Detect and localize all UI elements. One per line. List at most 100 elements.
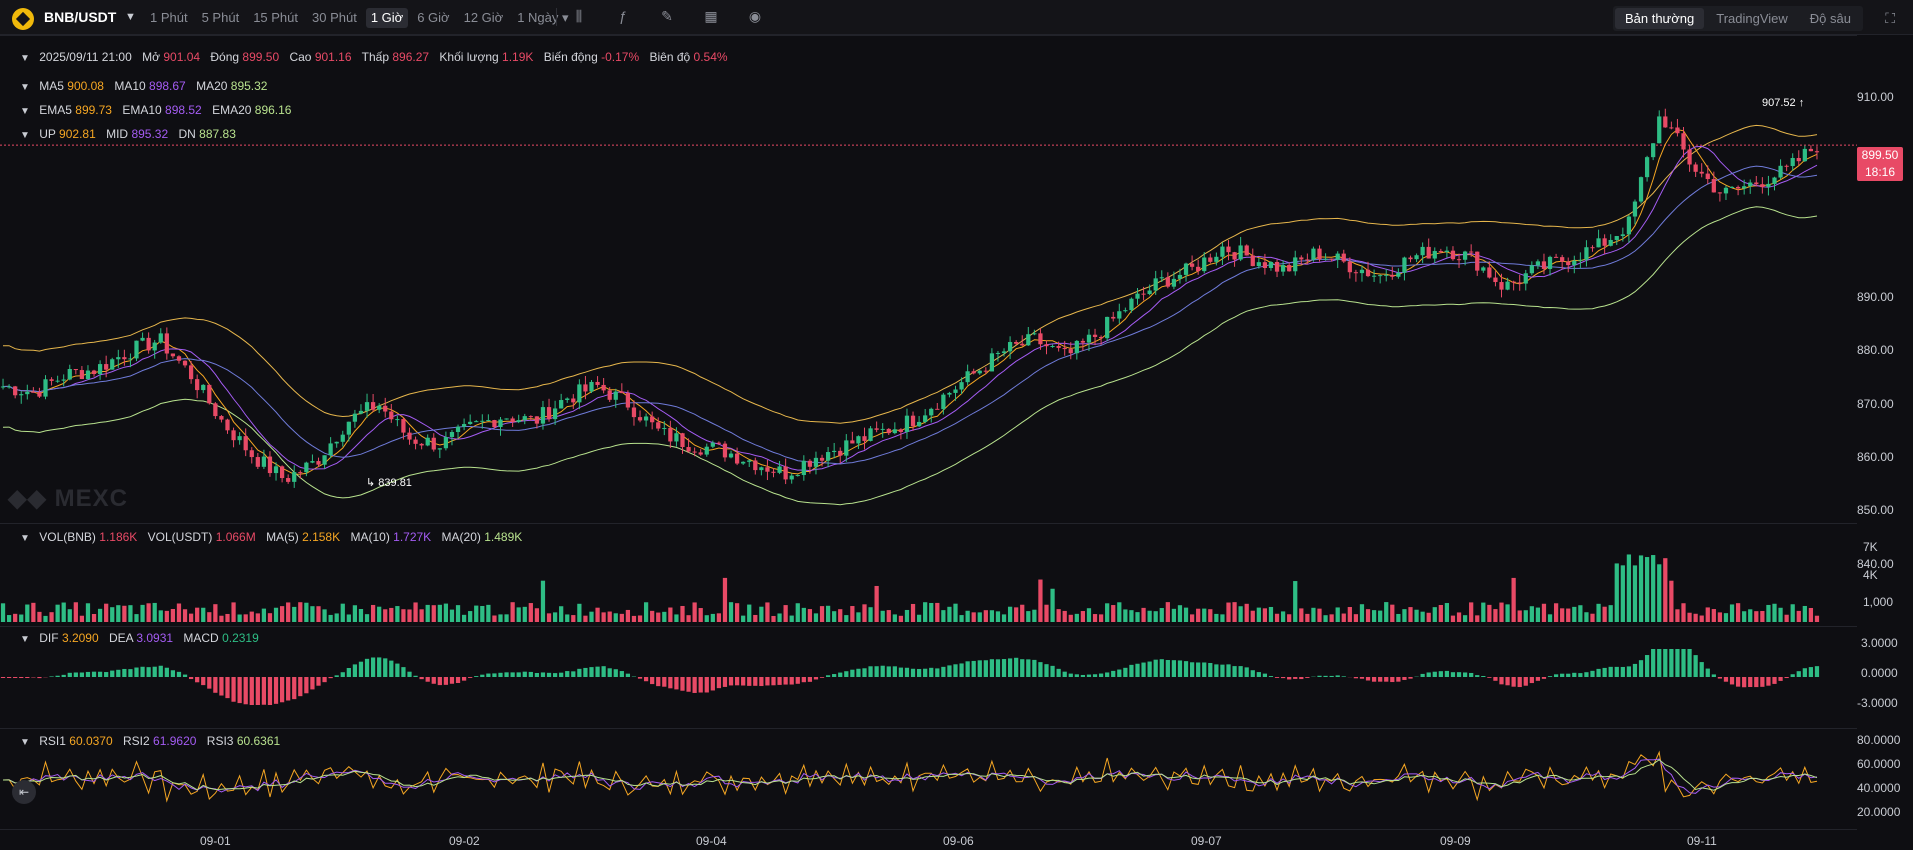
candle-body (7, 386, 11, 387)
candle-body (310, 461, 314, 463)
candle-body (128, 358, 132, 359)
candle-body (37, 392, 41, 397)
candle-body (990, 353, 994, 371)
candle-body (1518, 282, 1522, 283)
candle-body (668, 428, 672, 441)
candle-body (511, 418, 515, 422)
candle-body (1044, 344, 1048, 346)
candle-body (808, 461, 812, 467)
candle-body (74, 369, 78, 370)
candle-body (1154, 278, 1158, 290)
candle-body (1414, 255, 1418, 259)
chevron-down-icon[interactable]: ▼ (20, 82, 30, 93)
candle-body (1, 386, 5, 387)
open-label: Mở (142, 50, 160, 64)
ma5-line (3, 130, 1817, 475)
close-label: Đóng (210, 50, 239, 64)
scroll-back-icon[interactable]: ⇤ (12, 780, 36, 804)
candle-body (1232, 252, 1236, 259)
candle-body (1063, 348, 1067, 349)
candle-body (1572, 261, 1576, 265)
time-tick: 09-07 (1191, 834, 1222, 848)
candle-body (820, 458, 824, 461)
candle-body (1718, 192, 1722, 193)
candle-body (116, 357, 120, 359)
candle-body (1160, 277, 1164, 278)
candle-body (201, 385, 205, 390)
candle-body (504, 418, 508, 419)
candle-body (729, 454, 733, 458)
candle-body (1785, 166, 1789, 167)
candle-body (790, 476, 794, 480)
candle-body (1645, 157, 1649, 177)
chevron-down-icon[interactable]: ▼ (20, 53, 30, 64)
candle-body (929, 409, 933, 416)
candle-body (62, 379, 66, 380)
candle-body (432, 438, 436, 450)
ema20-label: EMA20 (212, 103, 251, 117)
candle-body (1706, 174, 1710, 179)
candle-body (1439, 251, 1443, 252)
candle-body (1281, 265, 1285, 272)
chevron-down-icon[interactable]: ▼ (20, 533, 30, 544)
vol-bnb-label: VOL(BNB) (39, 530, 96, 544)
candle-body (492, 420, 496, 427)
chevron-down-icon[interactable]: ▼ (20, 737, 30, 748)
macd-pane (0, 626, 1857, 728)
candle-body (1760, 184, 1764, 187)
macd-tick: 3.0000 (1861, 636, 1898, 650)
candle-body (1700, 172, 1704, 174)
candle-body (826, 452, 830, 461)
chevron-down-icon[interactable]: ▼ (20, 130, 30, 141)
open-value: 901.04 (163, 50, 200, 64)
boll-mid-label: MID (106, 127, 128, 141)
candle-body (923, 415, 927, 422)
candle-body (547, 407, 551, 419)
candle-body (1815, 151, 1819, 152)
candle-body (996, 353, 1000, 354)
dea-label: DEA (109, 631, 133, 645)
candle-body (862, 436, 866, 441)
candle-body (953, 390, 957, 393)
current-price: 899.50 (1857, 147, 1903, 164)
candle-body (1093, 335, 1097, 337)
high-marker: 907.52 ↑ (1762, 97, 1804, 109)
candle-body (614, 392, 618, 400)
candle-body (389, 412, 393, 420)
candle-body (1609, 240, 1613, 246)
volume-label: Khối lượng (439, 50, 498, 64)
candle-body (486, 420, 490, 421)
candle-body (832, 451, 836, 452)
ema10-label: EMA10 (122, 103, 161, 117)
rsi2-value: 61.9620 (153, 734, 196, 748)
price-tick: 870.00 (1857, 397, 1894, 411)
chevron-down-icon[interactable]: ▼ (20, 106, 30, 117)
candle-body (1020, 344, 1024, 346)
chevron-down-icon[interactable]: ▼ (20, 634, 30, 645)
candle-body (426, 438, 430, 446)
low-marker-value: 839.81 (378, 477, 412, 489)
volume-legend: ▼ VOL(BNB) 1.186K VOL(USDT) 1.066M MA(5)… (20, 530, 529, 544)
candle-body (353, 414, 357, 422)
candle-body (92, 371, 96, 374)
candle-body (1390, 275, 1394, 277)
candle-body (86, 371, 90, 379)
candle-body (1469, 252, 1473, 253)
candle-body (1463, 252, 1467, 260)
candle-body (1202, 257, 1206, 271)
candle-body (1548, 257, 1552, 269)
candle-body (856, 436, 860, 443)
candle-body (741, 462, 745, 464)
candle-body (1669, 127, 1673, 128)
candle-body (784, 466, 788, 479)
candle-body (656, 422, 660, 428)
candle-body (1323, 259, 1327, 260)
candle-body (1378, 275, 1382, 276)
price-tick: 910.00 (1857, 90, 1894, 104)
candle-body (905, 416, 909, 432)
ma10-value: 898.67 (149, 79, 186, 93)
boll-lower-line (3, 207, 1817, 505)
candle-body (1178, 275, 1182, 279)
candle-body (553, 408, 557, 419)
vol-usdt-label: VOL(USDT) (148, 530, 213, 544)
